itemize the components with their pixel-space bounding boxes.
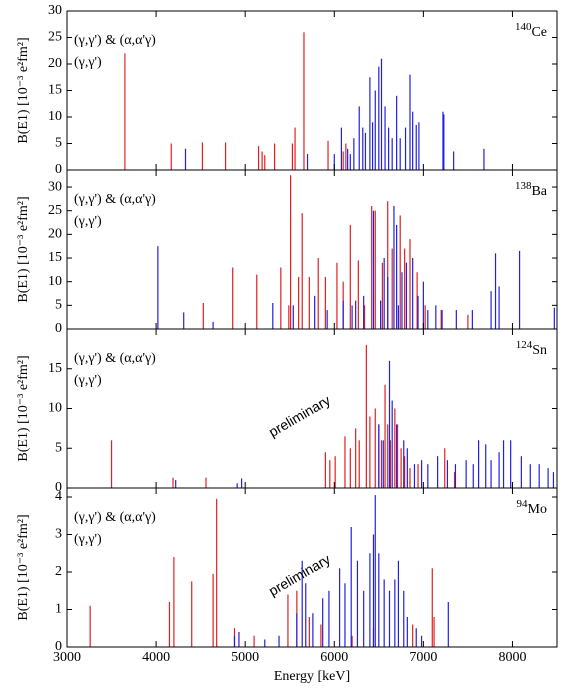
mass-number: 94: [517, 498, 529, 510]
x-tick-label: 7000: [409, 650, 437, 665]
y-tick-label: 3: [55, 527, 62, 542]
element: Ce: [531, 25, 547, 40]
x-tick-label: 5000: [231, 650, 259, 665]
y-tick-label: 1: [55, 602, 62, 617]
y-tick-label: 2: [55, 564, 62, 579]
y-tick-label: 5: [55, 298, 62, 313]
y-tick-label: 4: [55, 489, 62, 504]
nucleus-label: 140Ce: [515, 21, 547, 41]
panel-frame: [66, 487, 558, 648]
y-tick-label: 10: [48, 274, 62, 289]
element: Mo: [528, 502, 547, 517]
legend-entry: (γ,γ') & (α,α'γ): [74, 351, 156, 366]
mass-number: 124: [516, 339, 533, 351]
nucleus-label: 124Sn: [516, 339, 547, 359]
x-tick-label: 3000: [53, 650, 81, 665]
y-axis-label: B(E1) [10⁻³ e²fm²]: [16, 196, 31, 302]
y-tick-label: 25: [48, 30, 62, 45]
mass-number: 140: [515, 21, 532, 33]
y-tick-label: 20: [48, 56, 62, 71]
y-tick-label: 10: [48, 401, 62, 416]
y-tick-label: 5: [55, 136, 62, 151]
legend-entry: (γ,γ') & (α,α'γ): [74, 33, 156, 48]
legend-entry: (γ,γ') & (α,α'γ): [74, 510, 156, 525]
mass-number: 138: [515, 180, 532, 192]
y-tick-label: 5: [55, 440, 62, 455]
legend-entry: (γ,γ'): [74, 373, 102, 388]
legend-entry: (γ,γ'): [74, 55, 102, 70]
annotation: preliminary: [266, 551, 333, 599]
element: Sn: [532, 343, 547, 358]
y-axis-label: B(E1) [10⁻³ e²fm²]: [16, 514, 31, 620]
legend-entry: (γ,γ'): [74, 532, 102, 547]
y-axis-label: B(E1) [10⁻³ e²fm²]: [16, 37, 31, 143]
y-tick-label: 10: [48, 109, 62, 124]
y-tick-label: 15: [48, 83, 62, 98]
element: Ba: [531, 184, 547, 199]
y-axis-label: B(E1) [10⁻³ e²fm²]: [16, 355, 31, 461]
y-tick-label: 0: [55, 480, 62, 495]
nucleus-label: 94Mo: [517, 498, 547, 518]
y-tick-label: 15: [48, 361, 62, 376]
y-tick-label: 20: [48, 227, 62, 242]
legend-entry: (γ,γ'): [74, 214, 102, 229]
nucleus-label: 138Ba: [515, 180, 548, 200]
y-tick-label: 0: [55, 162, 62, 177]
y-tick-label: 25: [48, 203, 62, 218]
x-tick-label: 6000: [320, 650, 348, 665]
y-tick-label: 30: [48, 179, 62, 194]
x-tick-label: 4000: [142, 650, 170, 665]
y-tick-label: 30: [48, 3, 62, 18]
x-tick-label: 8000: [498, 650, 526, 665]
y-tick-label: 15: [48, 250, 62, 265]
y-tick-label: 0: [55, 639, 62, 654]
legend-entry: (γ,γ') & (α,α'γ): [74, 192, 156, 207]
y-tick-label: 0: [55, 321, 62, 336]
x-axis-label: Energy [keV]: [274, 669, 350, 684]
annotation: preliminary: [266, 392, 333, 440]
